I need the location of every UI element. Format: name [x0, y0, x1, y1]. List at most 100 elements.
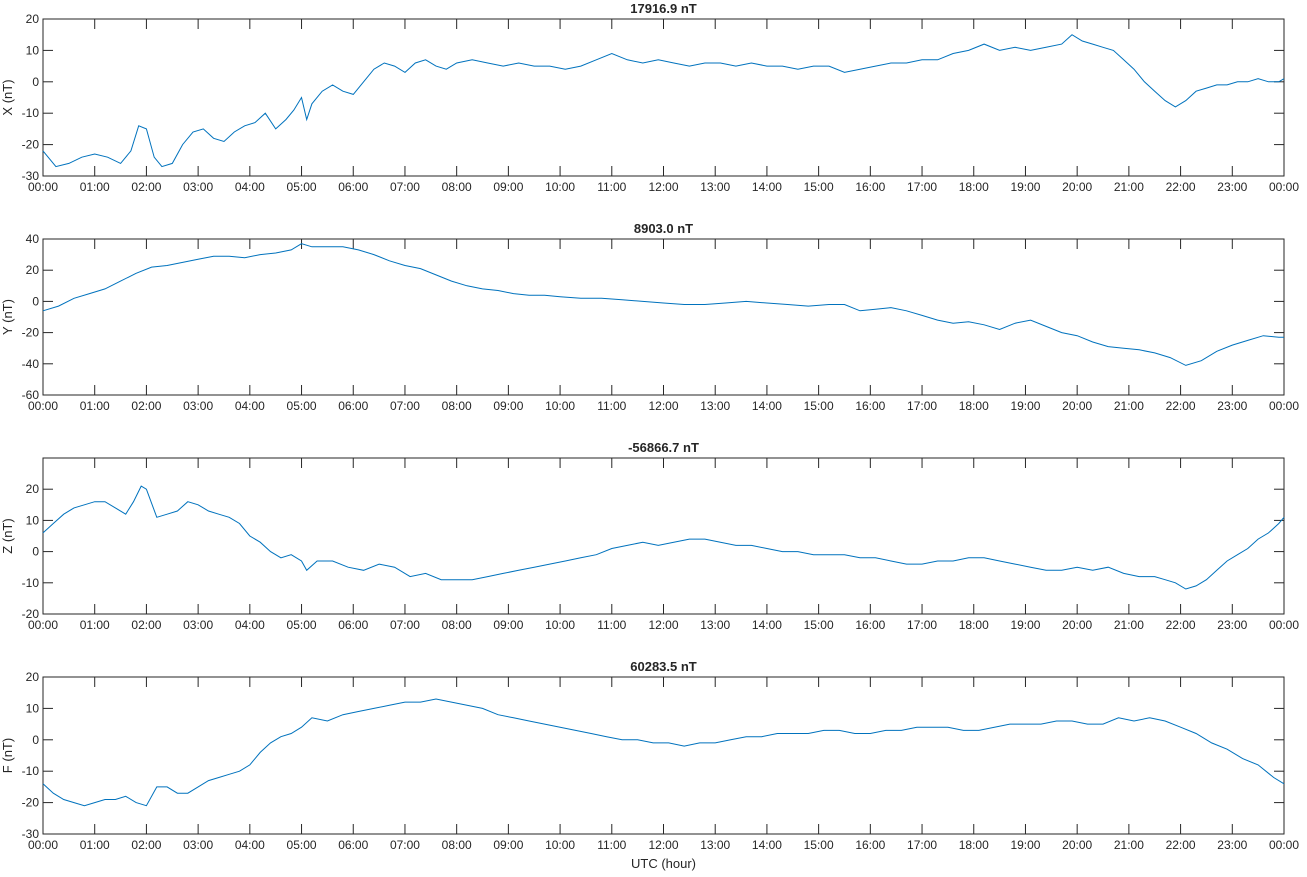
panel-z-x-tick-label: 01:00 — [80, 618, 110, 632]
x-axis-label: UTC (hour) — [631, 856, 696, 871]
panel-x: 00:00 01:00 02:00 03:00 04:00 05:00 06:00 07:00… — [0, 1, 1299, 194]
panel-z-y-tick-label: 20 — [26, 482, 40, 496]
panel-y-y-tick-label: 40 — [26, 232, 40, 246]
panel-x-x-tick-label: 05:00 — [287, 180, 317, 194]
panel-z-x-tick-label: 22:00 — [1166, 618, 1196, 632]
panel-f-x-tick-label: 07:00 — [390, 838, 420, 852]
panel-x-y-tick-label: -20 — [22, 138, 40, 152]
panel-x-x-tick-label: 02:00 — [131, 180, 161, 194]
panel-f-x-tick-label: 04:00 — [235, 838, 265, 852]
panel-y: 00:00 01:00 02:00 03:00 04:00 05:00 06:00 07:00… — [0, 221, 1299, 413]
panel-y-x-tick-label: 09:00 — [493, 399, 523, 413]
panel-f-x-tick-label: 08:00 — [442, 838, 472, 852]
panel-x-x-tick-label: 00:00 — [1269, 180, 1299, 194]
panel-x-x-tick-label: 12:00 — [648, 180, 678, 194]
panel-y-y-tick-label: -40 — [22, 357, 40, 371]
panel-f-x-tick-label: 03:00 — [183, 838, 213, 852]
panel-f-x-tick-label: 14:00 — [752, 838, 782, 852]
panel-y-x-tick-label: 10:00 — [545, 399, 575, 413]
panel-f-y-tick-label: -20 — [22, 796, 40, 810]
panel-f-x-tick-label: 13:00 — [700, 838, 730, 852]
panel-y-x-tick-label: 19:00 — [1010, 399, 1040, 413]
panel-f-title: 60283.5 nT — [630, 659, 697, 674]
panel-y-y-tick-label: -60 — [22, 388, 40, 402]
panel-y-x-tick-label: 03:00 — [183, 399, 213, 413]
panel-f-x-tick-label: 15:00 — [804, 838, 834, 852]
panel-z-x-tick-label: 00:00 — [1269, 618, 1299, 632]
panel-f-y-tick-label: 20 — [26, 670, 40, 684]
panel-x-x-tick-label: 15:00 — [804, 180, 834, 194]
panel-y-x-tick-label: 20:00 — [1062, 399, 1092, 413]
panel-x-title: 17916.9 nT — [630, 1, 697, 16]
panel-f-x-tick-label: 10:00 — [545, 838, 575, 852]
panel-y-x-tick-label: 14:00 — [752, 399, 782, 413]
panel-f-x-tick-label: 09:00 — [493, 838, 523, 852]
panel-f-y-tick-label: 10 — [26, 701, 40, 715]
panel-x-x-tick-label: 01:00 — [80, 180, 110, 194]
panel-x-x-tick-label: 16:00 — [855, 180, 885, 194]
panel-x-x-tick-label: 23:00 — [1217, 180, 1247, 194]
panel-x-x-tick-label: 07:00 — [390, 180, 420, 194]
panel-f: 00:00 01:00 02:00 03:00 04:00 05:00 06:00 07:00… — [0, 659, 1299, 852]
panel-z-x-tick-label: 15:00 — [804, 618, 834, 632]
panel-f-x-tick-label: 20:00 — [1062, 838, 1092, 852]
panel-x-x-tick-label: 22:00 — [1166, 180, 1196, 194]
panel-f-x-tick-label: 11:00 — [597, 838, 626, 852]
panel-x-frame — [42, 18, 1285, 177]
panel-y-x-tick-label: 16:00 — [855, 399, 885, 413]
panel-z: 00:00 01:00 02:00 03:00 04:00 05:00 06:00 07:00… — [0, 440, 1299, 632]
panel-f-x-tick-label: 19:00 — [1010, 838, 1040, 852]
panel-z-x-tick-label: 16:00 — [855, 618, 885, 632]
panel-x-x-tick-label: 21:00 — [1114, 180, 1144, 194]
panel-z-y-tick-label: -20 — [22, 607, 40, 621]
panel-y-y-axis-label: Y (nT) — [0, 299, 15, 335]
panel-y-x-tick-label: 18:00 — [959, 399, 989, 413]
panel-y-x-tick-label: 15:00 — [804, 399, 834, 413]
panel-f-x-tick-label: 05:00 — [287, 838, 317, 852]
panel-z-x-tick-label: 19:00 — [1010, 618, 1040, 632]
panel-y-x-tick-label: 13:00 — [700, 399, 730, 413]
panel-y-x-tick-label: 07:00 — [390, 399, 420, 413]
panel-z-x-tick-label: 07:00 — [390, 618, 420, 632]
panel-z-x-tick-label: 13:00 — [700, 618, 730, 632]
panel-x-y-tick-label: 20 — [26, 12, 40, 26]
panel-x-x-tick-label: 03:00 — [183, 180, 213, 194]
panel-z-x-tick-label: 09:00 — [493, 618, 523, 632]
panel-z-x-tick-label: 21:00 — [1114, 618, 1144, 632]
panel-y-x-tick-label: 00:00 — [1269, 399, 1299, 413]
panel-f-x-tick-label: 01:00 — [80, 838, 110, 852]
panel-y-frame — [42, 238, 1285, 396]
panel-y-x-tick-label: 01:00 — [80, 399, 110, 413]
panel-y-y-tick-label: 0 — [32, 294, 39, 308]
panel-z-y-tick-label: -10 — [22, 576, 40, 590]
panel-z-x-tick-label: 18:00 — [959, 618, 989, 632]
panel-x-y-axis-label: X (nT) — [0, 79, 15, 115]
panel-y-x-tick-label: 22:00 — [1166, 399, 1196, 413]
panel-f-x-tick-label: 21:00 — [1114, 838, 1144, 852]
panel-f-x-tick-label: 16:00 — [855, 838, 885, 852]
panel-y-x-tick-label: 12:00 — [648, 399, 678, 413]
panel-y-x-tick-label: 17:00 — [907, 399, 937, 413]
panel-x-x-tick-label: 09:00 — [493, 180, 523, 194]
panel-z-x-tick-label: 11:00 — [597, 618, 626, 632]
panel-y-y-tick-label: -20 — [22, 326, 40, 340]
panel-x-x-tick-label: 08:00 — [442, 180, 472, 194]
panel-z-series-line — [42, 485, 1285, 590]
panel-f-y-tick-label: -10 — [22, 764, 40, 778]
panel-f-frame — [42, 676, 1285, 835]
panel-f-x-tick-label: 06:00 — [338, 838, 368, 852]
panel-y-x-tick-label: 23:00 — [1217, 399, 1247, 413]
panel-x-x-tick-label: 13:00 — [700, 180, 730, 194]
panel-x-y-tick-label: 0 — [32, 75, 39, 89]
panel-z-x-tick-label: 08:00 — [442, 618, 472, 632]
panel-x-series-line — [42, 34, 1285, 168]
panel-x-x-tick-label: 19:00 — [1010, 180, 1040, 194]
panel-z-x-tick-label: 06:00 — [338, 618, 368, 632]
panel-x-x-tick-label: 10:00 — [545, 180, 575, 194]
panel-y-x-tick-label: 06:00 — [338, 399, 368, 413]
panel-f-x-tick-label: 00:00 — [1269, 838, 1299, 852]
panel-z-x-tick-label: 20:00 — [1062, 618, 1092, 632]
panel-f-x-tick-label: 02:00 — [131, 838, 161, 852]
panel-y-x-tick-label: 08:00 — [442, 399, 472, 413]
